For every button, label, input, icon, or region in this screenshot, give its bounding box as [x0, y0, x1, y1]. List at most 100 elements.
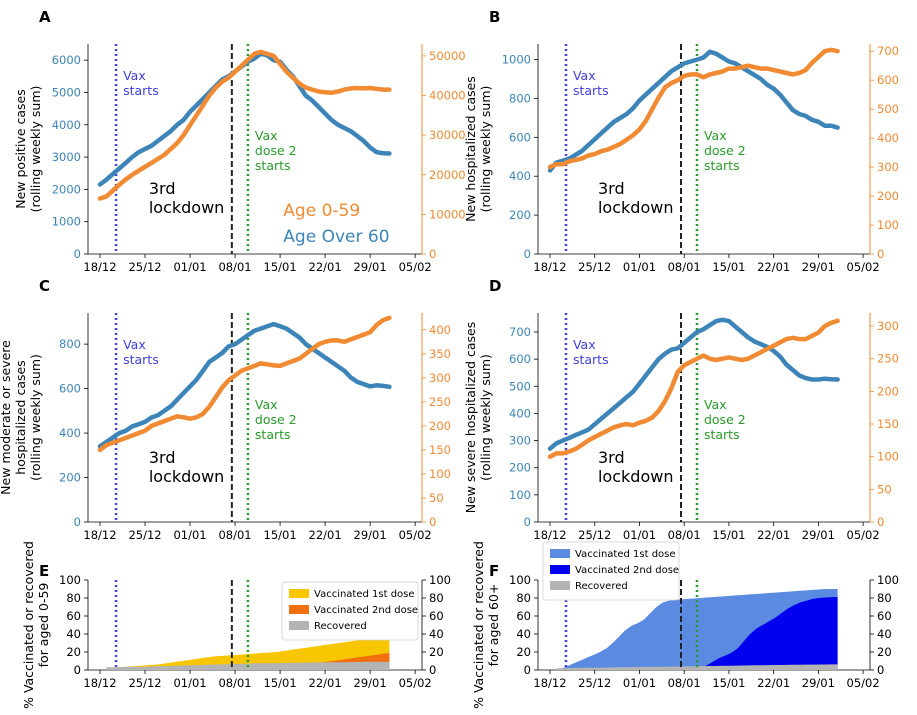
y-tick-label-right: 300 — [877, 160, 899, 174]
vax-start-label-line: starts — [573, 83, 609, 98]
lockdown-label-line: lockdown — [598, 198, 673, 217]
x-tick-label: 01/01 — [623, 528, 656, 542]
y-tick-label-left: 200 — [509, 208, 531, 222]
y-tick-label-left: 4000 — [52, 118, 81, 132]
panel-letter: E — [39, 562, 49, 580]
y-tick-label-right: 100 — [429, 467, 451, 481]
dose2-start-label-line: starts — [255, 427, 291, 442]
legend-box — [542, 541, 680, 601]
x-tick-label: 25/12 — [128, 676, 161, 690]
x-tick-label: 05/02 — [847, 676, 880, 690]
y-axis-label: % Vaccinated or recoveredfor aged 60+ — [471, 541, 501, 709]
y-tick-label-right: 0 — [877, 515, 884, 529]
x-tick-label: 18/12 — [533, 528, 566, 542]
y-axis-label-line: New positive cases — [13, 89, 28, 209]
y-tick-label-right: 40000 — [429, 89, 466, 103]
x-tick-label: 01/01 — [173, 260, 206, 274]
y-tick-label-left: 500 — [509, 379, 531, 393]
lockdown-label: 3rd lockdown — [598, 179, 673, 217]
panel-letter: F — [489, 562, 499, 580]
legend-box — [281, 581, 419, 641]
dose2-start-label-line: dose 2 — [255, 143, 297, 158]
x-tick-label: 05/02 — [847, 260, 880, 274]
lockdown-label-line: 3rd — [598, 179, 625, 198]
x-tick-label: 15/01 — [712, 676, 745, 690]
dose2-start-label-line: dose 2 — [255, 412, 297, 427]
legend-label: Recovered — [314, 621, 367, 632]
legend-label: Vaccinated 2nd dose — [575, 565, 679, 576]
x-tick-label: 22/01 — [309, 260, 342, 274]
y-axis-label: New moderate or severehospitalized cases… — [0, 340, 43, 495]
y-tick-label-left: 300 — [509, 434, 531, 448]
y-axis-label: New severe hospitalized cases(rolling we… — [463, 322, 493, 513]
y-tick-label-left: 200 — [59, 471, 81, 485]
legend-label: Vaccinated 2nd dose — [314, 605, 418, 616]
y-tick-label-right: 500 — [877, 102, 899, 116]
x-tick-label: 22/01 — [757, 528, 790, 542]
dose2-start-label: Vax dose 2 starts — [255, 128, 297, 173]
y-axis-label: New hospitalized cases(rolling weekly su… — [463, 76, 493, 222]
y-tick-label-right: 50000 — [429, 49, 466, 63]
x-tick-label: 01/01 — [173, 676, 206, 690]
y-axis-label-line: (rolling weekly sum) — [28, 354, 43, 481]
y-tick-label-right: 400 — [877, 131, 899, 145]
vax-start-label-line: Vax — [123, 337, 146, 352]
lockdown-label-line: lockdown — [598, 467, 673, 486]
x-tick-label: 29/01 — [802, 676, 835, 690]
y-axis-label-line: (rolling weekly sum) — [478, 86, 493, 213]
x-tick-label: 01/01 — [173, 528, 206, 542]
y-tick-label-right: 60 — [429, 609, 444, 623]
x-tick-label: 08/01 — [668, 260, 701, 274]
y-axis-label: % Vaccinated or recoveredfor aged 0-59 — [21, 541, 51, 709]
y-axis-label-line: (rolling weekly sum) — [28, 86, 43, 213]
vax-start-label-line: starts — [123, 352, 159, 367]
lockdown-label: 3rd lockdown — [149, 179, 224, 217]
panel-C: 18/12 25/12 01/01 08/01 15/01 22/01 29/01 05/02… — [0, 277, 451, 542]
lockdown-label-line: 3rd — [598, 448, 625, 467]
y-tick-label-right: 300 — [877, 319, 899, 333]
y-tick-label-left: 400 — [59, 426, 81, 440]
x-tick-label: 29/01 — [354, 260, 387, 274]
y-tick-label-left: 100 — [59, 573, 81, 587]
vax-start-label: Vax starts — [123, 68, 159, 98]
x-tick-label: 15/01 — [264, 676, 297, 690]
y-tick-label-left: 0 — [74, 663, 81, 677]
x-tick-label: 18/12 — [83, 676, 116, 690]
dose2-start-label-line: dose 2 — [704, 143, 746, 158]
y-tick-label-left: 400 — [509, 169, 531, 183]
y-tick-label-right: 20 — [429, 645, 444, 659]
y-tick-label-left: 200 — [509, 461, 531, 475]
vax-start-label: Vax starts — [573, 68, 609, 98]
series-line-over-60 — [547, 317, 840, 451]
y-axis-label-line: hospitalized cases — [13, 360, 28, 474]
y-tick-label-left: 800 — [509, 91, 531, 105]
dose2-start-label-line: starts — [704, 158, 740, 173]
panel-F: 18/12 25/12 01/01 08/01 15/01 22/01 29/01 05/02… — [471, 541, 899, 709]
panel-B: 18/12 25/12 01/01 08/01 15/01 22/01 29/01 05/02… — [463, 8, 899, 274]
x-tick-label: 18/12 — [83, 528, 116, 542]
lockdown-label-line: 3rd — [149, 179, 176, 198]
legend-swatch — [289, 605, 309, 614]
legend-swatch — [550, 581, 570, 590]
y-tick-label-right: 100 — [877, 450, 899, 464]
y-axis-label-line: New severe hospitalized cases — [463, 322, 478, 513]
y-tick-label-right: 30000 — [429, 128, 466, 142]
x-tick-label: 08/01 — [218, 676, 251, 690]
y-tick-label-left: 0 — [524, 663, 531, 677]
legend-age-over-60: Age Over 60 — [283, 227, 389, 247]
legend-label: Vaccinated 1st dose — [575, 549, 676, 560]
lockdown-label-line: lockdown — [149, 198, 224, 217]
x-tick-label: 25/12 — [128, 528, 161, 542]
y-tick-label-right: 100 — [877, 573, 899, 587]
y-tick-label-left: 400 — [509, 406, 531, 420]
dose2-start-label-line: starts — [255, 158, 291, 173]
panel-letter: D — [489, 277, 501, 295]
dose2-start-label-line: Vax — [255, 397, 278, 412]
y-tick-label-left: 2000 — [52, 182, 81, 196]
y-axis-label-line: % Vaccinated or recovered — [471, 541, 486, 709]
y-tick-label-right: 700 — [877, 44, 899, 58]
x-tick-label: 08/01 — [218, 528, 251, 542]
y-tick-label-right: 150 — [877, 417, 899, 431]
y-tick-label-left: 5000 — [52, 85, 81, 99]
lockdown-label: 3rd lockdown — [149, 448, 224, 486]
